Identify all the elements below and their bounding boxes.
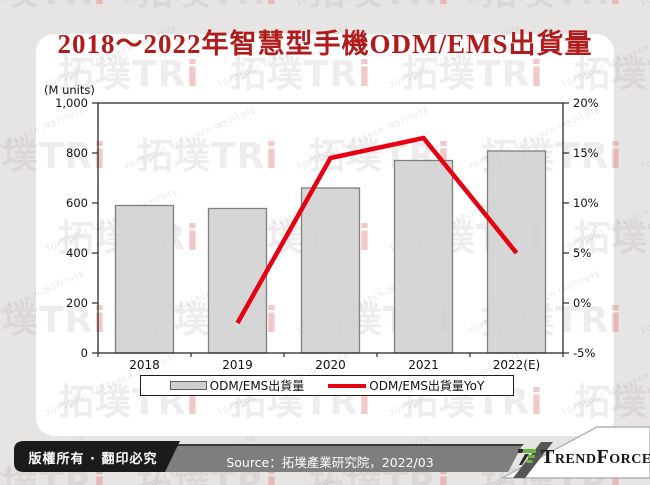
source-text: Source：拓墣產業研究院，2022/03 xyxy=(226,455,434,470)
brand-stripe xyxy=(513,442,553,478)
source-bar xyxy=(60,446,522,472)
left-tick-label: 0 xyxy=(81,346,88,360)
copyright-text: 版權所有 · 翻印必究 xyxy=(28,452,158,467)
trendforce-logo: TrendForce xyxy=(517,447,650,467)
left-axis-unit-label: (M units) xyxy=(44,83,95,97)
right-tick-label: 0% xyxy=(573,296,591,310)
legend-item-yoy: ODM/EMS出貨量YoY xyxy=(328,377,484,394)
right-tick-label: 10% xyxy=(573,196,599,210)
trendforce-wordmark: TrendForce xyxy=(541,446,650,468)
legend-label-yoy: ODM/EMS出貨量YoY xyxy=(369,379,485,393)
trendforce-logo-icon xyxy=(518,449,536,465)
bar-swatch-icon xyxy=(169,381,207,390)
left-tick-label: 200 xyxy=(66,296,88,310)
x-tick-label: 2018 xyxy=(129,358,160,372)
x-tick-label: 2021 xyxy=(408,358,439,372)
legend-item-shipments: ODM/EMS出貨量 xyxy=(169,377,305,394)
copyright-banner-shape xyxy=(14,441,180,472)
line-swatch-icon xyxy=(328,383,367,388)
plot-border xyxy=(97,102,564,354)
right-tick-label: 15% xyxy=(573,146,599,160)
left-tick-label: 1,000 xyxy=(55,96,88,110)
right-tick-label: -5% xyxy=(573,346,595,360)
legend-label-shipments: ODM/EMS出貨量 xyxy=(209,379,305,393)
chart-legend: ODM/EMS出貨量 ODM/EMS出貨量YoY xyxy=(140,375,514,396)
x-tick-label: 2022(E) xyxy=(493,358,540,372)
left-tick-label: 600 xyxy=(66,196,88,210)
page-title: 2018～2022年智慧型手機ODM/EMS出貨量 xyxy=(57,29,593,59)
bar-2019 xyxy=(207,207,268,354)
left-tick-label: 800 xyxy=(66,146,88,160)
left-tick-label: 400 xyxy=(66,246,88,260)
yoy-line xyxy=(235,135,519,325)
bar-2020 xyxy=(300,187,361,354)
brand-wedge xyxy=(501,426,650,479)
right-tick-label: 20% xyxy=(573,96,599,110)
x-tick-label: 2019 xyxy=(222,358,253,372)
right-tick-label: 5% xyxy=(573,246,591,260)
x-tick-label: 2020 xyxy=(315,358,346,372)
bar-2018 xyxy=(114,204,175,354)
